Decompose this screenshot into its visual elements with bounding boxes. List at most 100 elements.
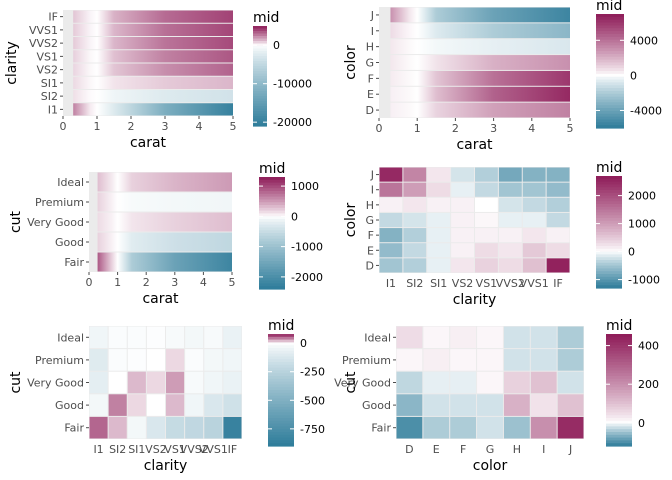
heatmap-cell-e-vvs2 xyxy=(498,243,522,258)
legend-colour-step xyxy=(596,198,622,202)
y-tick-label: Premium xyxy=(35,354,84,367)
heatmap-cell-fair-g xyxy=(477,416,503,439)
legend-colour-step xyxy=(268,359,294,363)
legend-colour-step xyxy=(268,362,294,366)
legend-colour-step xyxy=(253,66,267,70)
legend-colour-step xyxy=(596,229,622,233)
heatmap-cell-ideal-i xyxy=(530,326,557,349)
legend-colour-step xyxy=(259,227,285,231)
legend-tick-label: 1000 xyxy=(291,180,319,193)
heatmap-cell-premium-vs2 xyxy=(146,349,165,371)
heatmap-cell-good-f xyxy=(450,394,477,416)
heatmap-cell-good-i xyxy=(530,394,557,416)
x-tick-label: I1 xyxy=(93,443,103,456)
legend-colour-step xyxy=(253,83,267,87)
heatmap-cell-premium-vvs2 xyxy=(185,349,204,371)
legend-colour-step xyxy=(606,350,632,355)
heatmap-cell-e-vs1 xyxy=(475,243,498,258)
y-tick-label: IF xyxy=(48,11,58,24)
x-tick-label: VVS2 xyxy=(496,277,525,290)
legend-tick-label: 200 xyxy=(638,378,659,391)
legend-colour-step xyxy=(596,279,622,283)
heatmap-cell-ideal-h xyxy=(503,326,530,349)
chart-cut-by-color: D E F G H I J Fair Good Very Good Premium Ideal colo… xyxy=(334,326,584,474)
legend-colour-step xyxy=(253,46,267,50)
heatmap-cell-fair-vvs2 xyxy=(185,416,204,439)
x-tick-label: 3 xyxy=(171,276,178,289)
legend-colour-step xyxy=(268,437,294,441)
legend-colour-step xyxy=(253,78,267,82)
heatmap-cell-f-if xyxy=(546,228,570,243)
legend-colour-step xyxy=(606,404,632,408)
legend-colour-step xyxy=(259,213,285,217)
legend-colour-step xyxy=(268,395,294,399)
legend-colour-step xyxy=(596,22,624,26)
heatmap-cell-ideal-g xyxy=(477,326,503,349)
legend-colour-step xyxy=(596,16,624,21)
legend-tick-label: 0 xyxy=(300,337,307,350)
legend-colour-step xyxy=(596,33,624,38)
heatmap-cell-g-vvs2 xyxy=(498,212,522,228)
legend-colour-step xyxy=(596,113,624,118)
y-tick-label: D xyxy=(366,259,374,272)
legend-colour-step xyxy=(253,81,267,85)
heatmap-cell-ideal-si2 xyxy=(108,326,127,349)
legend-colour-step xyxy=(596,243,622,247)
heatmap-cell-fair-i xyxy=(530,416,557,439)
legend-colour-step xyxy=(268,381,294,385)
legend-colour-step xyxy=(596,257,622,261)
heatmap-cell-premium-j xyxy=(557,349,584,371)
legend-colour-step xyxy=(253,31,267,35)
x-tick-label: VS1 xyxy=(164,443,186,456)
legend-colour-step xyxy=(596,265,622,269)
legend-colour-step xyxy=(253,71,267,75)
legend-colour-step xyxy=(596,93,624,98)
legend-colour-step xyxy=(596,220,622,225)
heatmap-cell-ideal-d xyxy=(396,326,423,349)
legend-colour-step xyxy=(268,334,294,338)
legend-colour-step xyxy=(268,353,294,357)
heatmap-cell-premium-si1 xyxy=(127,349,146,371)
heatmap-cell-premium-si2 xyxy=(108,349,127,371)
legend-colour-step xyxy=(596,122,624,126)
y-axis-title: color xyxy=(343,45,359,80)
legend-colour-step xyxy=(253,121,267,125)
legend-colour-step xyxy=(596,178,622,183)
legend-colour-step xyxy=(606,440,632,444)
legend-colour-step xyxy=(268,420,294,425)
legend-colour-step xyxy=(253,98,267,102)
heatmap-cell-good-g xyxy=(477,394,503,416)
x-axis-title: color xyxy=(473,458,508,474)
legend-colour-step xyxy=(606,359,632,363)
heatmap-cell-ideal-i1 xyxy=(89,326,108,349)
legend-colour-step xyxy=(253,118,267,122)
legend-colour-step xyxy=(268,406,294,411)
heatmap-cell-premium-h xyxy=(503,349,530,371)
x-tick-label: VVS2 xyxy=(180,443,209,456)
x-tick-label: 3 xyxy=(162,120,169,133)
heatmap-cell-e-i1 xyxy=(379,243,403,258)
heatmap-cell-g-vs2 xyxy=(451,212,474,228)
y-tick-label: F xyxy=(368,72,374,85)
heatmap-band-i1 xyxy=(73,103,233,116)
x-tick-label: VS1 xyxy=(476,277,498,290)
legend-colour-step xyxy=(253,123,267,127)
legend-colour-step xyxy=(259,196,285,200)
heatmap-cell-fair-si2 xyxy=(108,416,127,439)
legend-tick-label: -500 xyxy=(300,394,325,407)
legend-colour-step xyxy=(596,96,624,101)
legend-colour-step xyxy=(596,206,622,211)
legend-colour-step xyxy=(606,392,632,397)
legend-title: mid xyxy=(596,0,622,14)
heatmap-cell-e-si2 xyxy=(403,243,427,258)
legend-colour-step xyxy=(253,33,267,37)
legend-colour-step xyxy=(268,392,294,397)
y-axis-title: cut xyxy=(8,210,24,233)
heatmap-cell-g-if xyxy=(546,212,570,228)
legend-colour-step xyxy=(259,275,285,279)
legend-colour-step xyxy=(253,86,267,90)
heatmap-band-f xyxy=(390,70,570,86)
heatmap-cell-very-good-i1 xyxy=(89,371,108,394)
